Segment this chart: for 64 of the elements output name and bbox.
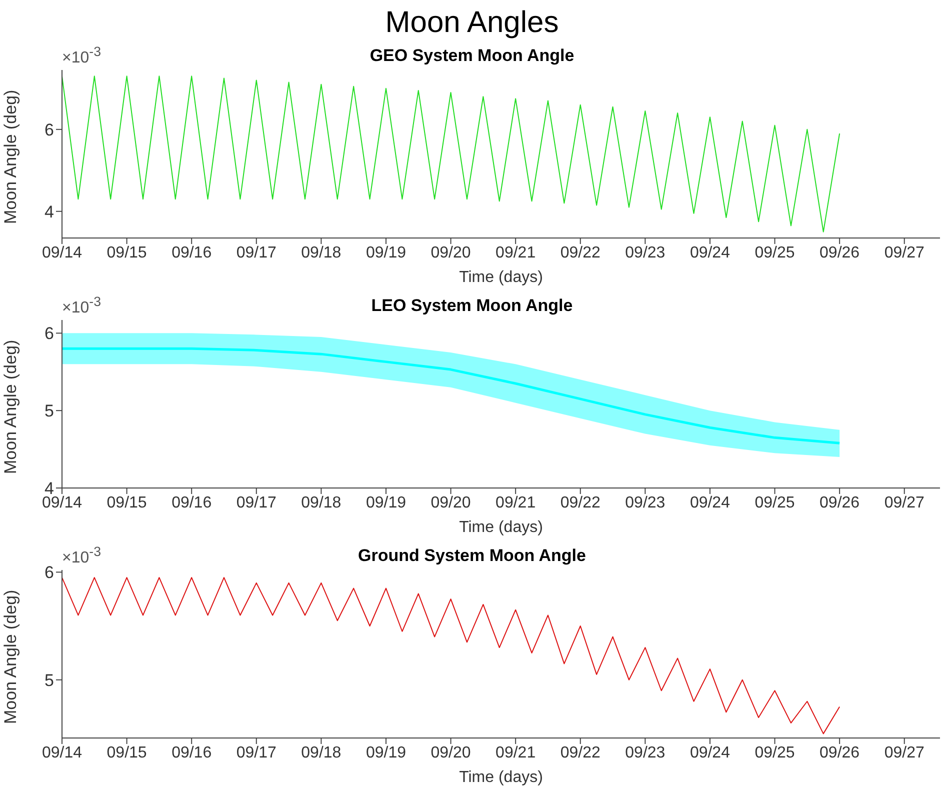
x-tick-label: 09/21 <box>496 744 536 762</box>
y-tick-label: 6 <box>44 120 54 140</box>
x-tick-label: 09/17 <box>236 494 277 512</box>
y-tick-label: 4 <box>44 202 54 222</box>
x-tick-label: 09/24 <box>690 244 730 262</box>
x-tick-label: 09/25 <box>754 744 795 762</box>
x-tick-label: 09/20 <box>430 744 471 762</box>
line-series <box>62 76 840 232</box>
x-tick-label: 09/14 <box>42 494 82 512</box>
x-tick-label: 09/23 <box>625 744 666 762</box>
y-tick-label: 5 <box>44 402 54 421</box>
y-axis-title: Moon Angle (deg) <box>1 340 20 474</box>
x-tick-label: 09/21 <box>496 494 536 512</box>
x-tick-label: 09/27 <box>884 244 924 262</box>
x-tick-label: 09/22 <box>560 744 600 762</box>
x-tick-label: 09/17 <box>236 244 277 262</box>
chart-title: LEO System Moon Angle <box>371 296 573 315</box>
x-tick-label: 09/25 <box>754 494 795 512</box>
x-tick-label: 09/22 <box>560 244 600 262</box>
text: ×10$^{-3}$ <box>62 44 101 68</box>
x-tick-label: 09/27 <box>884 494 924 512</box>
x-tick-label: 09/26 <box>820 744 860 762</box>
x-tick-label: 09/15 <box>106 244 147 262</box>
x-tick-label: 09/23 <box>625 494 666 512</box>
x-axis-title: Time (days) <box>459 769 543 786</box>
x-tick-label: 09/26 <box>820 494 860 512</box>
line-series <box>62 347 841 444</box>
y-tick-label: 6 <box>44 563 54 582</box>
x-tick-label: 09/24 <box>690 494 730 512</box>
x-tick-label: 09/19 <box>366 244 406 262</box>
text: ×10$^{-3}$ <box>62 294 101 318</box>
x-tick-label: 09/18 <box>301 744 342 762</box>
x-tick-label: 09/23 <box>625 244 666 262</box>
x-tick-label: 09/25 <box>754 244 795 262</box>
x-axis-title: Time (days) <box>459 519 543 536</box>
y-tick-label: 5 <box>44 670 54 690</box>
x-tick-label: 09/17 <box>236 744 277 762</box>
x-tick-label: 09/20 <box>430 244 471 262</box>
x-tick-label: 09/19 <box>366 494 406 512</box>
text: ×10$^{-3}$ <box>62 544 101 568</box>
x-tick-label: 09/26 <box>820 244 860 262</box>
x-tick-label: 09/16 <box>172 744 212 762</box>
x-tick-label: 09/24 <box>690 744 730 762</box>
x-tick-label: 09/16 <box>172 244 212 262</box>
x-tick-label: 09/15 <box>106 494 147 512</box>
y-axis-title: Moon Angle (deg) <box>1 90 20 224</box>
x-tick-label: 09/18 <box>301 494 342 512</box>
x-tick-label: 09/14 <box>42 744 82 762</box>
y-tick-label: 6 <box>44 324 54 344</box>
x-axis-title: Time (days) <box>459 269 543 286</box>
x-tick-label: 09/21 <box>496 244 536 262</box>
chart-title: Ground System Moon Angle <box>358 546 586 565</box>
chart-title: GEO System Moon Angle <box>370 46 574 65</box>
y-axis-title: Moon Angle (deg) <box>1 590 20 724</box>
line-series <box>62 577 840 734</box>
x-tick-label: 09/16 <box>172 494 212 512</box>
x-tick-label: 09/15 <box>106 744 147 762</box>
x-tick-label: 09/19 <box>366 744 406 762</box>
x-tick-label: 09/22 <box>560 494 600 512</box>
x-tick-label: 09/14 <box>42 244 82 262</box>
text: Moon Angles <box>384 5 560 41</box>
x-tick-label: 09/27 <box>884 744 924 762</box>
x-tick-label: 09/18 <box>301 244 342 262</box>
x-tick-label: 09/20 <box>430 494 471 512</box>
